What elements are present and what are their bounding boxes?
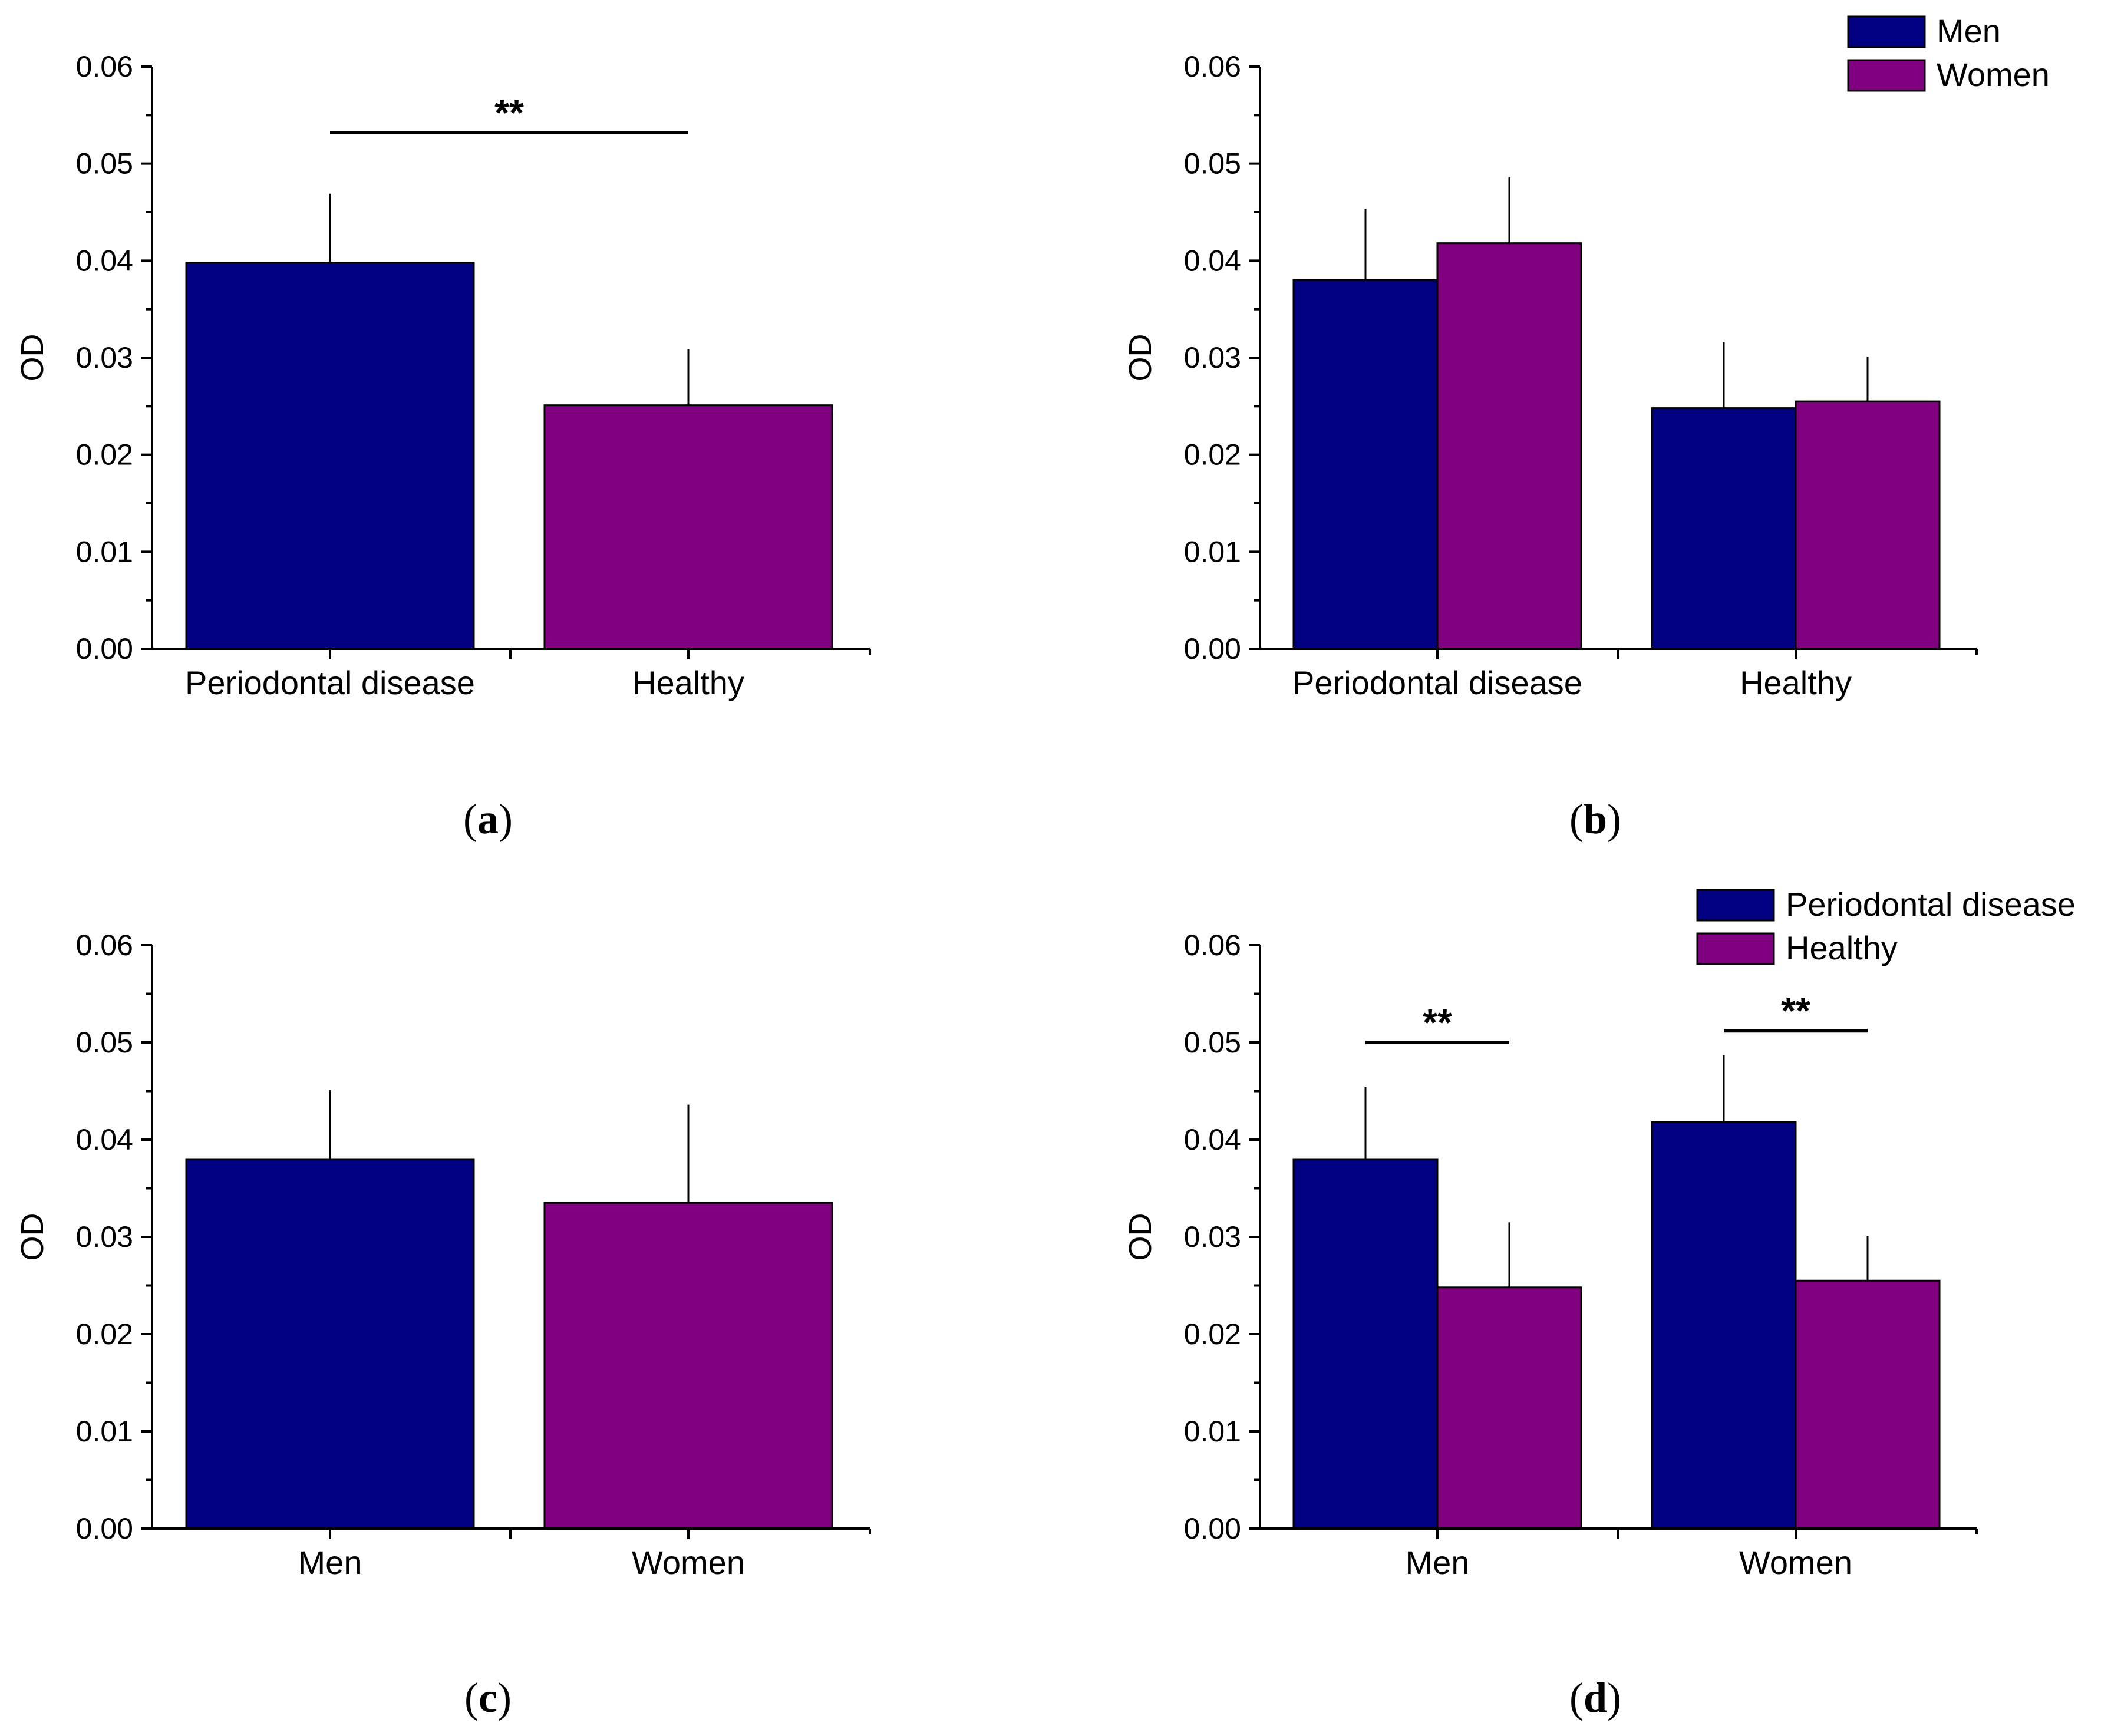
y-tick-label-c-2: 0.02 [76,1318,133,1351]
panel-caption-c: (c) [464,1674,512,1721]
y-tick-label-b-0: 0.00 [1184,632,1241,665]
panel-caption-letter-b: b [1584,796,1607,843]
significance-label-a-0: ** [494,91,524,134]
bar-c-1 [543,1202,833,1530]
x-category-label-b-1: Healthy [1740,664,1852,701]
x-category-label-c-0: Men [298,1544,362,1581]
panel-caption-open-b: ( [1569,796,1584,843]
chart-panel-d: 0.00 0.01 0.02 0.03 0.04 0.05 0.06 Men Women OD (d… [1123,886,2076,1721]
y-tick-label-d-1: 0.01 [1184,1415,1241,1448]
y-tick-label-c-6: 0.06 [76,929,133,962]
panel-caption-open-d: ( [1569,1674,1584,1721]
x-category-label-d-0: Men [1406,1544,1470,1581]
y-tick-label-a-2: 0.02 [76,438,133,471]
y-tick-label-c-4: 0.04 [76,1123,133,1156]
bar-d-0-1 [1436,1286,1582,1530]
x-category-label-c-1: Women [632,1544,745,1581]
y-tick-label-c-0: 0.00 [76,1512,133,1545]
x-category-label-a-0: Periodontal disease [185,664,475,701]
y-tick-label-c-5: 0.05 [76,1026,133,1059]
panel-caption-letter-c: c [479,1674,497,1721]
y-axis-title-a: OD [15,334,50,382]
y-tick-label-b-1: 0.01 [1184,535,1241,568]
y-tick-label-b-4: 0.04 [1184,244,1241,277]
bar-c-0 [185,1158,475,1530]
legend-label-b-1: Women [1937,56,2050,93]
y-tick-label-d-6: 0.06 [1184,929,1241,962]
y-tick-label-d-0: 0.00 [1184,1512,1241,1545]
y-tick-label-b-5: 0.05 [1184,147,1241,180]
panel-caption-d: (d) [1569,1674,1621,1721]
y-axis-title-d: OD [1123,1213,1158,1261]
panel-caption-close-c: ) [497,1674,512,1721]
y-tick-label-c-1: 0.01 [76,1415,133,1448]
y-tick-label-d-3: 0.03 [1184,1220,1241,1253]
legend-swatch-b-1 [1847,59,1926,92]
bar-a-1 [543,404,833,650]
bar-b-0-1 [1436,242,1582,650]
bar-d-0-0 [1292,1158,1439,1530]
y-axis-title-c: OD [15,1213,50,1261]
bar-b-1-0 [1651,407,1797,650]
panel-caption-open-a: ( [463,796,477,843]
y-tick-label-a-0: 0.00 [76,632,133,665]
bar-b-1-1 [1795,400,1941,650]
y-tick-label-c-3: 0.03 [76,1220,133,1253]
y-axis-title-b: OD [1123,334,1158,382]
y-tick-label-a-5: 0.05 [76,147,133,180]
legend-swatch-d-0 [1696,889,1775,922]
significance-label-d-1: ** [1781,989,1810,1032]
y-tick-label-a-1: 0.01 [76,535,133,568]
bar-a-0 [185,262,475,650]
y-tick-label-d-2: 0.02 [1184,1318,1241,1351]
panel-caption-close-b: ) [1607,796,1621,843]
chart-panel-b: 0.00 0.01 0.02 0.03 0.04 0.05 0.06 Periodontal … [1123,12,2050,843]
bar-d-1-1 [1795,1279,1941,1530]
panel-caption-close-a: ) [499,796,513,843]
panel-caption-letter-d: d [1584,1674,1607,1721]
panel-caption-close-d: ) [1607,1674,1621,1721]
legend-swatch-d-1 [1696,932,1775,965]
y-tick-label-a-4: 0.04 [76,244,133,277]
y-tick-label-a-3: 0.03 [76,341,133,374]
y-tick-label-b-2: 0.02 [1184,438,1241,471]
y-tick-label-d-5: 0.05 [1184,1026,1241,1059]
significance-label-d-0: ** [1423,1001,1452,1044]
legend-label-d-0: Periodontal disease [1786,886,2076,923]
y-tick-label-a-6: 0.06 [76,50,133,83]
chart-panel-a: 0.00 0.01 0.02 0.03 0.04 0.05 0.06 Periodontal … [15,50,871,843]
y-tick-label-b-3: 0.03 [1184,341,1241,374]
x-category-label-a-1: Healthy [632,664,744,701]
legend-label-d-1: Healthy [1786,929,1898,966]
legend-swatch-b-0 [1847,15,1926,48]
legend-label-b-0: Men [1937,12,2001,49]
chart-panel-c: 0.00 0.01 0.02 0.03 0.04 0.05 0.06 Men Women OD (c… [15,929,871,1721]
y-tick-label-d-4: 0.04 [1184,1123,1241,1156]
panel-caption-b: (b) [1569,796,1621,843]
panel-caption-letter-a: a [477,796,499,843]
bar-d-1-0 [1651,1121,1797,1530]
bar-b-0-0 [1292,279,1439,650]
x-category-label-d-1: Women [1739,1544,1852,1581]
x-category-label-b-0: Periodontal disease [1292,664,1582,701]
y-tick-label-b-6: 0.06 [1184,50,1241,83]
panel-caption-a: (a) [463,796,513,843]
panel-caption-open-c: ( [464,1674,479,1721]
